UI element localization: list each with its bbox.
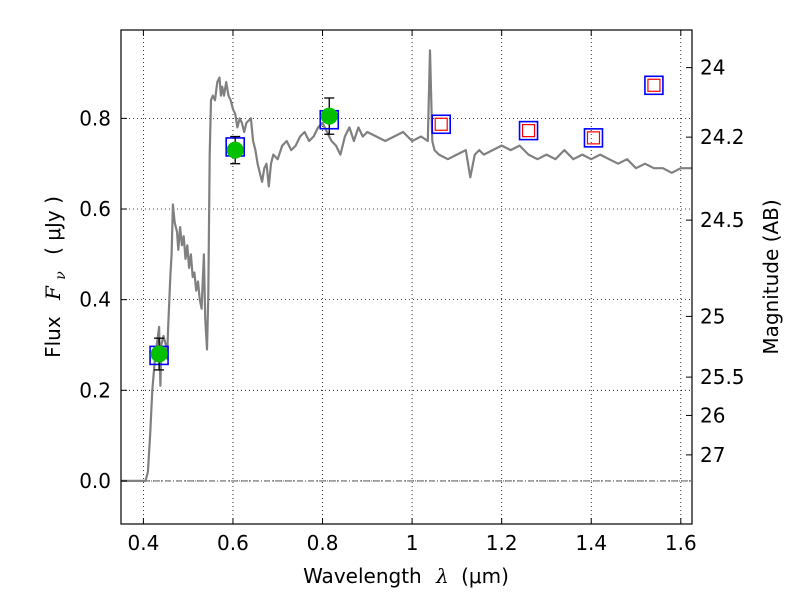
y-tick-label: 0.4 (79, 288, 111, 312)
y-tick-label: 0.2 (79, 378, 111, 402)
y-axis-label: Flux F ν ( μJy ) (41, 196, 70, 358)
observed-flux-point (150, 345, 168, 363)
upper-limit-box (521, 124, 536, 138)
upper-limit-box (434, 117, 448, 131)
y-tick-label: 0.6 (79, 197, 111, 221)
x-axis-label: Wavelength λ (μm) (303, 564, 509, 588)
mag-tick-label: 24.2 (700, 125, 745, 149)
observed-flux-point (320, 107, 338, 125)
model-flux-box (644, 75, 664, 96)
axis-ticks: 0.4 0.6 0.8 1 1.2 1.4 1.6 0.0 0.2 0.4 0.6 0.8 24 24.2… (79, 30, 745, 555)
mag-tick-label: 24.5 (700, 208, 745, 232)
mag-tick-label: 27 (700, 443, 725, 467)
y-tick-label: 0.0 (79, 469, 111, 493)
model-flux-box (583, 128, 604, 148)
model-flux-box (431, 114, 452, 135)
upper-limit-box (647, 78, 661, 92)
mag-tick-label: 26 (700, 403, 725, 427)
observed-flux-point (226, 141, 244, 159)
y2-axis-label: Magnitude (AB) (759, 199, 783, 354)
data-series (121, 49, 692, 482)
grid-lines (121, 30, 692, 524)
x-tick-label: 0.8 (307, 531, 339, 555)
upper-limit-box (586, 131, 601, 145)
mag-tick-label: 25.5 (700, 365, 745, 389)
x-tick-label: 1 (406, 531, 419, 555)
x-tick-label: 0.4 (127, 531, 159, 555)
x-tick-label: 1.6 (665, 531, 697, 555)
x-tick-label: 0.6 (217, 531, 249, 555)
model-flux-box (518, 120, 539, 141)
x-tick-label: 1.4 (575, 531, 607, 555)
mag-tick-label: 25 (700, 304, 725, 328)
mag-tick-label: 24 (700, 56, 725, 80)
template-spectrum-line (121, 49, 692, 482)
y-tick-label: 0.8 (79, 106, 111, 130)
x-tick-label: 1.2 (486, 531, 518, 555)
plot-frame (120, 29, 693, 525)
